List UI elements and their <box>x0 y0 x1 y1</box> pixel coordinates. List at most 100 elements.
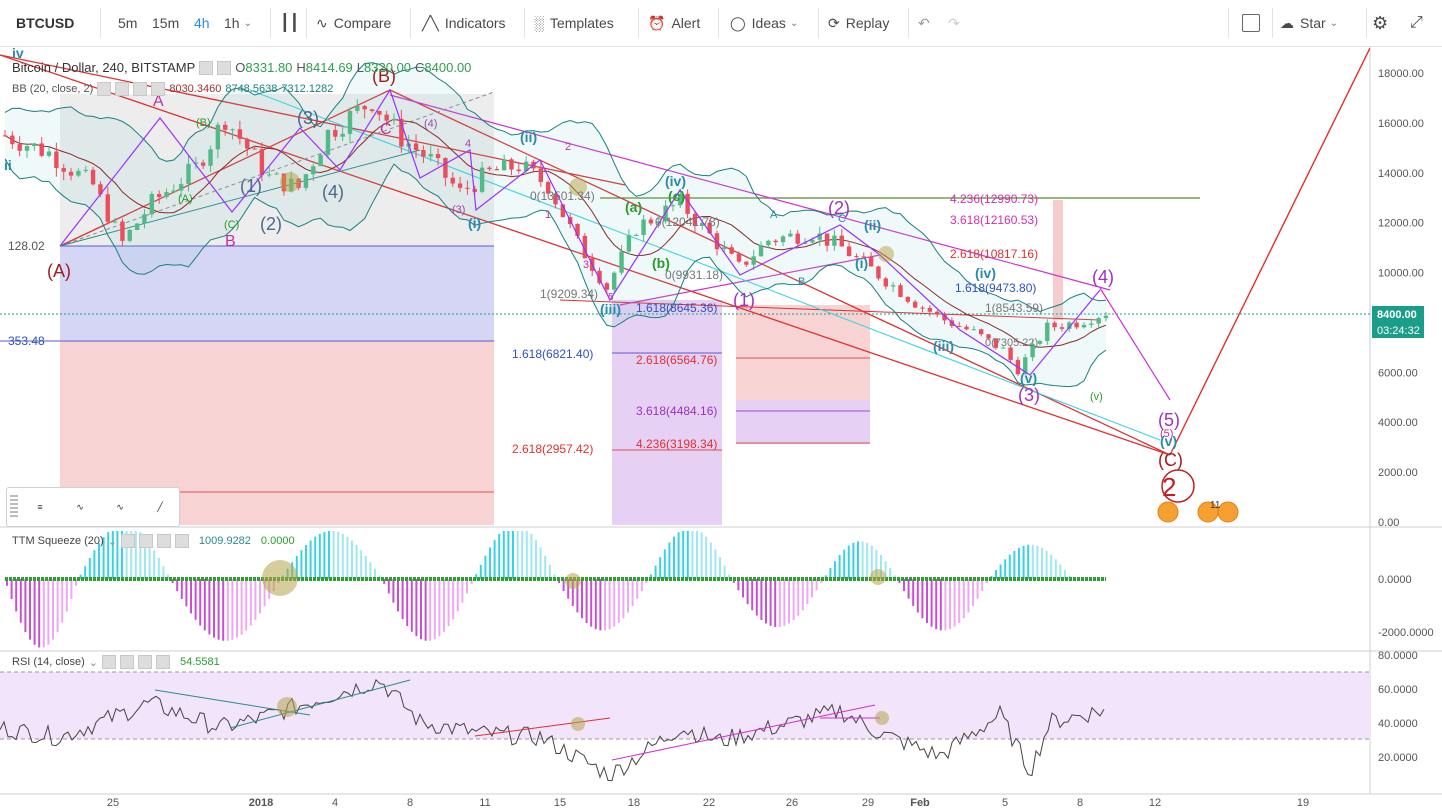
wave-label: (b) <box>652 255 670 271</box>
ttm-bar <box>452 579 455 620</box>
candle-body <box>656 221 661 224</box>
chart-type-button[interactable]: ┃┃ <box>280 0 299 46</box>
event-flag-icon[interactable] <box>1157 501 1179 523</box>
replay-button[interactable]: ⟳ Replay <box>828 0 889 46</box>
countdown-value: 03:24:32 <box>1377 325 1420 337</box>
chevron-down-icon[interactable]: ⌄ <box>107 535 117 548</box>
ttm-bar <box>627 579 629 613</box>
candle-body <box>516 169 521 172</box>
ttm-bar <box>857 541 859 579</box>
ttm-bar <box>765 579 767 624</box>
star-button[interactable]: ☁ Star ⌄ <box>1280 0 1338 46</box>
lines-icon[interactable]: ≡ <box>37 502 43 512</box>
event-flag-icon[interactable] <box>1217 501 1239 523</box>
bb-lower <box>4 158 1107 388</box>
fullscreen-toggle[interactable] <box>1242 0 1260 46</box>
templates-button[interactable]: ░ Templates <box>534 0 614 46</box>
chevron-down-icon[interactable]: ⌄ <box>88 656 98 669</box>
ttm-bar <box>24 579 27 633</box>
time-axis[interactable]: 25 2018 4 8 11 15 18 22 26 29 Feb 5 8 12 19 <box>107 797 1309 809</box>
ttm-bar <box>760 579 763 621</box>
interval-15m[interactable]: 15m <box>152 0 179 46</box>
ttm-bar <box>498 533 501 579</box>
eye-icon[interactable] <box>97 82 112 96</box>
drag-handle-icon[interactable] <box>10 495 18 519</box>
wave-label: ii <box>4 157 12 173</box>
ttm-bar <box>838 555 841 579</box>
bb-value: 7312.1282 <box>281 83 334 95</box>
candle-body <box>428 154 433 157</box>
ttm-bar <box>139 532 142 579</box>
candle-body <box>413 143 419 151</box>
wave-pattern-icon[interactable]: ∿ <box>76 501 84 512</box>
ttm-bar <box>774 579 777 627</box>
close-icon[interactable] <box>151 82 166 96</box>
eye-icon[interactable] <box>199 60 214 75</box>
indicators-label: Indicators <box>444 15 506 31</box>
bb-basis <box>4 118 1107 348</box>
ttm-bar <box>75 579 77 586</box>
candle-body <box>435 154 441 159</box>
interval-5m[interactable]: 5m <box>118 0 137 46</box>
plus-icon[interactable] <box>156 534 171 548</box>
ttm-bar <box>1018 547 1020 579</box>
ttm-bar <box>162 566 165 579</box>
interval-1h[interactable]: 1h ⌄ <box>224 0 252 46</box>
ttm-bar <box>185 579 188 607</box>
ttm-bar <box>636 579 639 599</box>
ttm-bar <box>686 531 689 579</box>
alarm-clock-icon: ⏰ <box>648 14 666 31</box>
wave-label: (a) <box>625 199 642 215</box>
gear-icon[interactable] <box>138 534 153 548</box>
ttm-bar <box>213 579 215 638</box>
plus-icon[interactable] <box>133 82 148 96</box>
ttm-bar <box>263 579 266 607</box>
price-axis[interactable]: 18000.00 16000.00 14000.00 12000.00 10000.00… <box>1378 68 1424 529</box>
ttm-value: 0.0000 <box>260 535 295 547</box>
divider <box>818 8 819 38</box>
close-icon[interactable] <box>155 655 170 669</box>
eye-icon[interactable] <box>120 534 135 548</box>
divider <box>1366 8 1367 38</box>
gear-icon[interactable] <box>217 60 232 75</box>
undo-button[interactable]: ↶ <box>918 0 930 46</box>
indicators-button[interactable]: ╱╲ Indicators <box>422 0 506 46</box>
redo-button[interactable]: ↷ <box>948 0 960 46</box>
compare-button[interactable]: ∿ Compare <box>316 0 391 46</box>
gear-icon[interactable] <box>115 82 130 96</box>
eye-icon[interactable] <box>101 655 116 669</box>
plus-icon[interactable] <box>137 655 152 669</box>
wave-label: (5) <box>1160 428 1173 440</box>
abc-pattern-icon[interactable]: ∿ <box>116 501 124 512</box>
interval-label: 4h <box>194 15 210 31</box>
rsi-pane <box>0 671 1370 782</box>
ttm-bar <box>33 579 36 645</box>
ttm-bar <box>1059 564 1062 579</box>
candle-body <box>501 159 507 171</box>
ttm-bar <box>1064 570 1066 579</box>
alert-button[interactable]: ⏰ Alert <box>648 0 700 46</box>
wave-label: (v) <box>1020 370 1037 386</box>
ttm-bar <box>397 579 399 612</box>
interval-label: 5m <box>118 15 138 31</box>
ttm-bar <box>1031 544 1034 579</box>
ideas-button[interactable]: ◯ Ideas ⌄ <box>730 0 798 46</box>
candle-body <box>626 235 632 252</box>
ttm-bar <box>254 579 257 620</box>
expand-button[interactable]: ⤢ <box>1410 0 1423 46</box>
candle-body <box>46 151 52 156</box>
candle-body <box>1081 324 1087 328</box>
price-tick: 4000.00 <box>1378 417 1418 429</box>
interval-4h[interactable]: 4h <box>194 0 210 46</box>
gear-icon[interactable] <box>119 655 134 669</box>
fib-label: 2.618(10817.16) <box>950 247 1038 261</box>
symbol-search[interactable]: BTCUSD <box>16 0 74 46</box>
ttm-bar <box>944 579 947 631</box>
candle-body <box>333 129 338 137</box>
close-icon[interactable] <box>174 534 189 548</box>
trend-line-teal <box>59 149 421 247</box>
candle-body <box>883 278 888 287</box>
settings-button[interactable]: ⚙ <box>1372 0 1388 46</box>
trend-line-icon[interactable]: ╱ <box>157 501 163 512</box>
